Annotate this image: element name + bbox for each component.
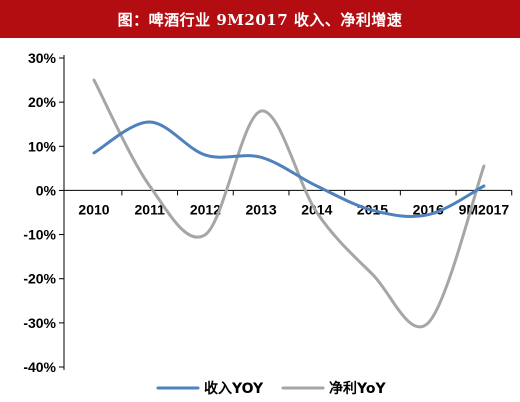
- x-tick-label: 2013: [246, 201, 277, 217]
- x-tick-label: 2012: [190, 201, 221, 217]
- x-tick-label: 2011: [135, 201, 166, 217]
- series-line-net-profit-yoy: [92, 78, 486, 329]
- x-tick-label: 2010: [78, 201, 109, 217]
- x-tick-label: 9M2017: [459, 201, 510, 217]
- chart-title: 图：啤酒行业 9M2017 收入、净利增速: [0, 0, 520, 38]
- y-tick-label: -40%: [23, 359, 56, 375]
- legend-label: 收入YOY: [204, 380, 264, 397]
- y-tick-label: -10%: [23, 227, 56, 243]
- y-tick-label: 20%: [28, 94, 57, 110]
- axes: [63, 55, 512, 370]
- y-tick-label: -30%: [23, 315, 56, 331]
- x-axis-ticks: 2010 2011 2012 2013 2014 2015 2016 9M2017: [78, 190, 513, 217]
- x-tick-label: 2014: [301, 201, 332, 217]
- y-tick-label: 30%: [28, 50, 57, 66]
- series-line-revenue-yoy: [92, 120, 486, 218]
- y-axis-ticks: 30% 20% 10% 0% -10% -20% -30% -40%: [23, 50, 64, 375]
- y-tick-label: -20%: [23, 271, 56, 287]
- y-tick-label: 0%: [36, 182, 57, 198]
- legend-label: 净利YoY: [329, 380, 386, 397]
- y-tick-label: 10%: [28, 138, 57, 154]
- series-lines: [92, 78, 486, 329]
- legend: 收入YOY 净利YoY: [156, 380, 386, 397]
